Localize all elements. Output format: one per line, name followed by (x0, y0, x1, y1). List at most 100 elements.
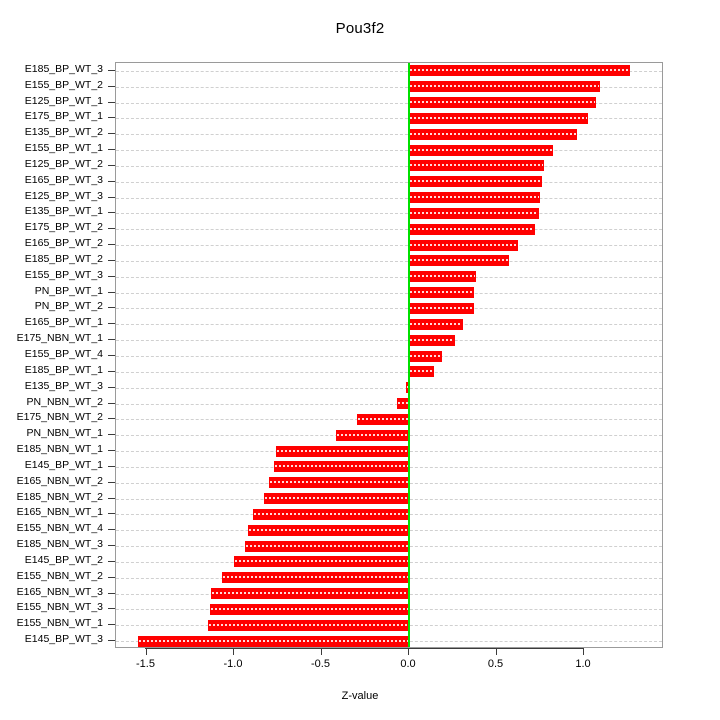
x-axis-tick (583, 648, 584, 655)
y-axis-tick-label: E155_NBN_WT_4 (16, 522, 103, 534)
y-axis-tick-label: E185_BP_WT_1 (24, 364, 103, 376)
gridline (116, 308, 662, 309)
y-axis-tick-label: E185_NBN_WT_2 (16, 491, 103, 503)
y-axis-tick (108, 513, 115, 514)
y-axis-tick-label: E165_BP_WT_3 (24, 174, 103, 186)
y-axis-tick-label: E155_BP_WT_1 (24, 142, 103, 154)
bar[interactable] (253, 508, 409, 520)
bar[interactable] (409, 207, 539, 219)
bar[interactable] (234, 556, 409, 568)
x-axis-tick (495, 648, 497, 655)
bar[interactable] (405, 382, 409, 394)
bar[interactable] (409, 255, 509, 267)
y-axis-tick-label: E125_BP_WT_1 (24, 95, 103, 107)
y-axis-tick (108, 355, 115, 356)
bar[interactable] (409, 318, 464, 330)
gridline (116, 261, 662, 262)
y-axis-tick-label: E165_NBN_WT_1 (16, 506, 103, 518)
bar[interactable] (409, 65, 630, 77)
y-axis-tick (108, 165, 115, 166)
y-axis-tick-label: E155_BP_WT_2 (24, 79, 103, 91)
bar[interactable] (335, 429, 409, 441)
y-axis-tick (108, 181, 115, 182)
x-axis-tick (233, 648, 234, 655)
bar[interactable] (409, 176, 542, 188)
y-axis-tick (108, 418, 115, 419)
y-axis-tick (108, 640, 115, 641)
bar[interactable] (211, 588, 409, 600)
gridline (116, 229, 662, 230)
gridline (116, 166, 662, 167)
x-axis-tick-label: 0.0 (400, 658, 416, 670)
y-axis-tick-label: E155_NBN_WT_3 (16, 601, 103, 613)
y-axis-tick-label: E185_BP_WT_3 (24, 63, 103, 75)
y-axis-tick-label: E145_BP_WT_1 (24, 459, 103, 471)
y-axis-tick (108, 197, 115, 198)
bar[interactable] (207, 619, 409, 631)
gridline (116, 404, 662, 405)
bar[interactable] (137, 635, 409, 647)
y-axis-tick-label: E155_NBN_WT_2 (16, 570, 103, 582)
gridline (116, 356, 662, 357)
bar[interactable] (409, 144, 553, 156)
bar[interactable] (356, 413, 409, 425)
gridline (116, 103, 662, 104)
bar[interactable] (209, 603, 409, 615)
bar[interactable] (221, 572, 409, 584)
y-axis-tick-label: E125_BP_WT_2 (24, 158, 103, 170)
bar[interactable] (409, 128, 577, 140)
y-axis-tick (108, 86, 115, 87)
gridline (116, 388, 662, 389)
y-axis-tick (108, 228, 115, 229)
x-axis-tick-label: -0.5 (311, 658, 330, 670)
bar[interactable] (409, 302, 474, 314)
gridline (116, 71, 662, 72)
bar[interactable] (409, 97, 597, 109)
bar[interactable] (276, 445, 409, 457)
y-axis-tick-label: E165_NBN_WT_2 (16, 475, 103, 487)
bar[interactable] (263, 493, 409, 505)
y-axis-tick-label: E165_NBN_WT_3 (16, 586, 103, 598)
y-axis-tick (108, 545, 115, 546)
bar[interactable] (269, 477, 409, 489)
y-axis-tick-label: E135_BP_WT_3 (24, 380, 103, 392)
bar[interactable] (409, 112, 588, 124)
bar[interactable] (396, 398, 409, 409)
bar[interactable] (409, 81, 600, 93)
bar[interactable] (409, 223, 535, 235)
y-axis-tick-label: E165_BP_WT_1 (24, 316, 103, 328)
y-axis-tick (108, 260, 115, 261)
bar[interactable] (409, 366, 434, 378)
bar[interactable] (409, 350, 443, 362)
bar[interactable] (409, 271, 476, 283)
bar[interactable] (409, 160, 544, 172)
y-axis-tick-label: E135_BP_WT_2 (24, 126, 103, 138)
bar[interactable] (248, 524, 409, 536)
x-axis-tick (145, 648, 147, 655)
gridline (116, 118, 662, 119)
bar[interactable] (409, 192, 541, 204)
y-axis-tick-label: E175_BP_WT_1 (24, 110, 103, 122)
x-axis-tick-label: -1.5 (136, 658, 155, 670)
bar[interactable] (409, 287, 474, 299)
bar[interactable] (244, 540, 409, 552)
bar[interactable] (274, 461, 409, 473)
bar[interactable] (409, 334, 455, 346)
y-axis-tick-label: PN_BP_WT_2 (34, 300, 103, 312)
y-axis-tick (108, 577, 115, 578)
gridline (116, 340, 662, 341)
y-axis-tick (108, 529, 115, 530)
x-axis-tick (320, 648, 322, 655)
zero-reference-line (408, 63, 410, 647)
x-axis: -1.5 -1.0 -0.5 0.0 0.5 1.0 Z-value (0, 648, 720, 720)
x-axis-tick (408, 648, 409, 655)
y-axis-tick (108, 212, 115, 213)
y-axis-tick (108, 276, 115, 277)
y-axis-tick-label: PN_NBN_WT_2 (26, 396, 103, 408)
y-axis-tick (108, 307, 115, 308)
y-axis-tick-label: E185_NBN_WT_3 (16, 538, 103, 550)
y-axis-tick-label: E165_BP_WT_2 (24, 237, 103, 249)
bar[interactable] (409, 239, 518, 251)
y-axis-tick (108, 387, 115, 388)
